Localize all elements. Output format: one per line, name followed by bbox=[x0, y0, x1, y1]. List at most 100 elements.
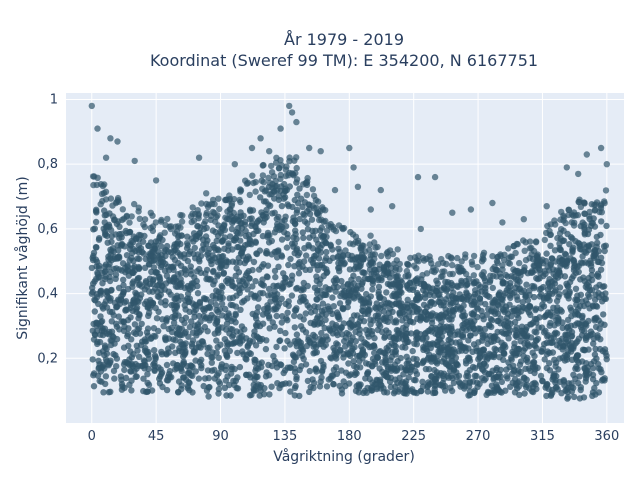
data-point bbox=[579, 346, 587, 353]
data-point bbox=[543, 250, 550, 257]
data-point bbox=[365, 295, 372, 302]
data-point bbox=[155, 273, 162, 281]
data-point bbox=[126, 219, 133, 226]
data-point bbox=[375, 310, 382, 317]
data-point bbox=[136, 330, 144, 337]
data-point bbox=[186, 323, 194, 331]
data-point bbox=[420, 358, 427, 366]
data-point bbox=[291, 240, 298, 247]
data-point bbox=[208, 260, 215, 268]
data-point bbox=[102, 154, 110, 161]
data-point bbox=[575, 335, 583, 342]
data-point bbox=[259, 281, 266, 288]
data-point bbox=[399, 317, 406, 324]
data-point bbox=[224, 275, 232, 283]
data-point bbox=[218, 282, 225, 290]
x-tick-label: 180 bbox=[337, 429, 362, 444]
data-point bbox=[301, 245, 308, 252]
data-point bbox=[523, 281, 530, 288]
data-point bbox=[362, 326, 370, 334]
data-point bbox=[552, 384, 560, 391]
data-point bbox=[471, 372, 479, 379]
data-point bbox=[499, 219, 506, 226]
data-point bbox=[362, 360, 370, 367]
data-point bbox=[209, 196, 217, 204]
data-point bbox=[101, 268, 108, 275]
data-point bbox=[526, 291, 533, 299]
data-point bbox=[282, 329, 289, 337]
data-point bbox=[389, 203, 396, 210]
data-point bbox=[434, 338, 441, 345]
data-point bbox=[230, 315, 237, 323]
data-point bbox=[527, 367, 534, 374]
data-point bbox=[537, 285, 545, 292]
data-point bbox=[540, 329, 548, 336]
data-point bbox=[164, 373, 172, 381]
data-point bbox=[486, 352, 494, 359]
data-point bbox=[510, 266, 517, 273]
data-point bbox=[323, 383, 331, 390]
data-point bbox=[299, 285, 306, 292]
data-point bbox=[361, 269, 368, 277]
data-point bbox=[115, 253, 123, 260]
data-point bbox=[447, 367, 454, 374]
data-point bbox=[532, 305, 540, 312]
data-point bbox=[181, 265, 188, 273]
data-point bbox=[269, 180, 276, 188]
data-point bbox=[400, 309, 407, 316]
data-point bbox=[298, 363, 305, 370]
data-point bbox=[428, 288, 435, 296]
data-point bbox=[484, 340, 491, 347]
data-point bbox=[414, 173, 422, 181]
data-point bbox=[115, 313, 123, 320]
data-point bbox=[103, 350, 111, 357]
data-point bbox=[107, 135, 114, 142]
data-point bbox=[291, 392, 298, 399]
data-point bbox=[360, 254, 367, 261]
data-point bbox=[333, 349, 341, 356]
data-point bbox=[268, 237, 275, 245]
data-point bbox=[118, 234, 125, 241]
data-point bbox=[499, 296, 506, 303]
data-point bbox=[371, 239, 378, 246]
data-point bbox=[558, 390, 565, 397]
data-point bbox=[119, 206, 127, 213]
data-point bbox=[471, 387, 478, 394]
data-point bbox=[430, 354, 437, 362]
data-point bbox=[296, 259, 303, 266]
data-point bbox=[264, 262, 272, 269]
data-point bbox=[338, 324, 345, 331]
data-point bbox=[234, 374, 241, 381]
data-point bbox=[105, 360, 112, 368]
data-point bbox=[323, 266, 330, 273]
data-point bbox=[157, 242, 165, 250]
data-point bbox=[443, 287, 450, 294]
data-point bbox=[178, 341, 185, 348]
data-point bbox=[280, 270, 287, 277]
data-point bbox=[314, 198, 322, 205]
data-point bbox=[331, 186, 339, 194]
data-point bbox=[111, 340, 118, 347]
data-point bbox=[302, 266, 309, 273]
data-point bbox=[208, 359, 215, 366]
data-point bbox=[129, 249, 136, 257]
data-point bbox=[579, 253, 586, 260]
data-point bbox=[575, 198, 582, 206]
y-tick-label: 1 bbox=[50, 92, 58, 107]
data-point bbox=[338, 386, 345, 393]
data-point bbox=[258, 263, 266, 270]
data-point bbox=[300, 293, 307, 300]
data-point bbox=[131, 157, 138, 165]
data-point bbox=[140, 375, 147, 382]
data-point bbox=[584, 230, 592, 238]
data-point bbox=[598, 377, 606, 384]
data-point bbox=[439, 259, 447, 267]
data-point bbox=[583, 151, 590, 158]
data-point bbox=[222, 262, 230, 270]
data-point bbox=[184, 295, 191, 302]
data-point bbox=[98, 190, 106, 198]
data-point bbox=[121, 366, 128, 374]
data-point bbox=[201, 375, 209, 382]
data-point bbox=[150, 277, 157, 284]
data-point bbox=[135, 242, 142, 249]
